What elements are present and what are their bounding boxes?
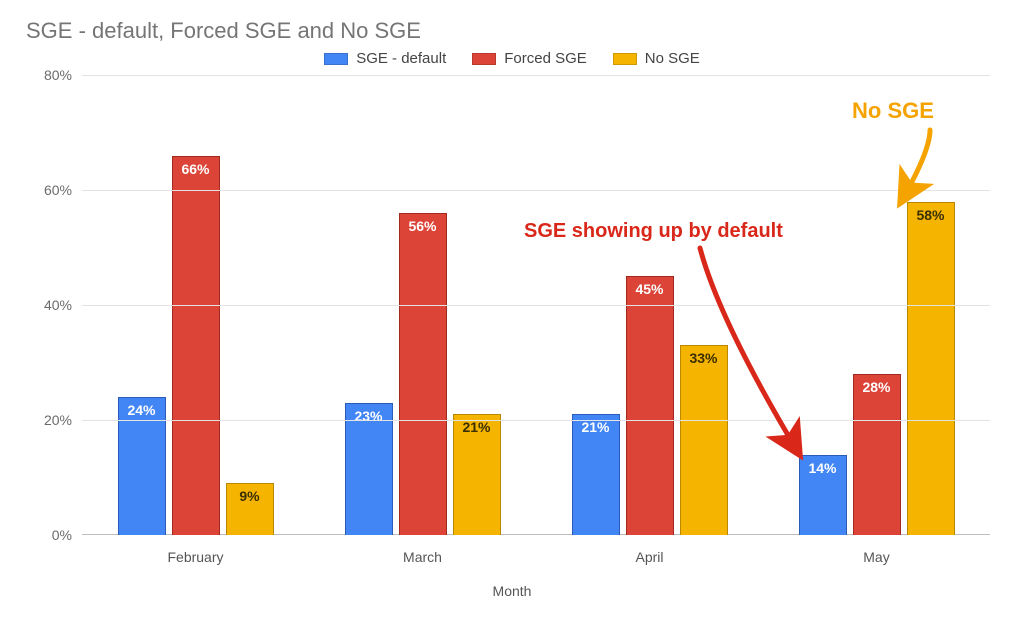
bar-value-label: 14% bbox=[808, 460, 836, 476]
legend-label: No SGE bbox=[645, 50, 700, 67]
gridline bbox=[82, 420, 990, 421]
legend: SGE - default Forced SGE No SGE bbox=[26, 50, 998, 67]
x-axis-title: Month bbox=[26, 583, 998, 599]
y-tick-label: 60% bbox=[44, 182, 82, 198]
x-tick-label: March bbox=[309, 549, 536, 565]
legend-item: SGE - default bbox=[324, 50, 446, 67]
bar-value-label: 23% bbox=[354, 408, 382, 424]
bar: 24% bbox=[118, 397, 166, 535]
bar-value-label: 24% bbox=[127, 402, 155, 418]
bar: 9% bbox=[226, 483, 274, 535]
bar-value-label: 33% bbox=[689, 350, 717, 366]
bar: 66% bbox=[172, 156, 220, 536]
gridline bbox=[82, 305, 990, 306]
bar-value-label: 58% bbox=[916, 207, 944, 223]
legend-item: Forced SGE bbox=[472, 50, 587, 67]
bar-value-label: 45% bbox=[635, 281, 663, 297]
x-axis-labels: FebruaryMarchAprilMay bbox=[82, 549, 990, 565]
legend-item: No SGE bbox=[613, 50, 700, 67]
bar: 58% bbox=[907, 202, 955, 536]
bar: 45% bbox=[626, 276, 674, 535]
x-tick-label: May bbox=[763, 549, 990, 565]
gridline bbox=[82, 75, 990, 76]
legend-label: Forced SGE bbox=[504, 50, 587, 67]
bar-value-label: 21% bbox=[581, 419, 609, 435]
bar: 28% bbox=[853, 374, 901, 535]
bar: 14% bbox=[799, 455, 847, 536]
legend-swatch bbox=[613, 53, 637, 65]
bar-value-label: 9% bbox=[239, 488, 259, 504]
bar: 21% bbox=[453, 414, 501, 535]
plot-inner: 24%66%9%23%56%21%21%45%33%14%28%58% 0%20… bbox=[82, 75, 990, 535]
x-tick-label: April bbox=[536, 549, 763, 565]
legend-label: SGE - default bbox=[356, 50, 446, 67]
bar: 56% bbox=[399, 213, 447, 535]
legend-swatch bbox=[472, 53, 496, 65]
bar-value-label: 56% bbox=[408, 218, 436, 234]
plot-area: 24%66%9%23%56%21%21%45%33%14%28%58% 0%20… bbox=[82, 75, 990, 535]
chart-title: SGE - default, Forced SGE and No SGE bbox=[26, 18, 998, 44]
bar: 21% bbox=[572, 414, 620, 535]
y-tick-label: 40% bbox=[44, 297, 82, 313]
bar-value-label: 66% bbox=[181, 161, 209, 177]
bar-value-label: 28% bbox=[862, 379, 890, 395]
y-tick-label: 20% bbox=[44, 412, 82, 428]
bar: 23% bbox=[345, 403, 393, 535]
gridline bbox=[82, 190, 990, 191]
y-tick-label: 0% bbox=[52, 527, 82, 543]
y-tick-label: 80% bbox=[44, 67, 82, 83]
bar-value-label: 21% bbox=[462, 419, 490, 435]
bar: 33% bbox=[680, 345, 728, 535]
legend-swatch bbox=[324, 53, 348, 65]
x-tick-label: February bbox=[82, 549, 309, 565]
chart-container: SGE - default, Forced SGE and No SGE SGE… bbox=[0, 0, 1024, 637]
